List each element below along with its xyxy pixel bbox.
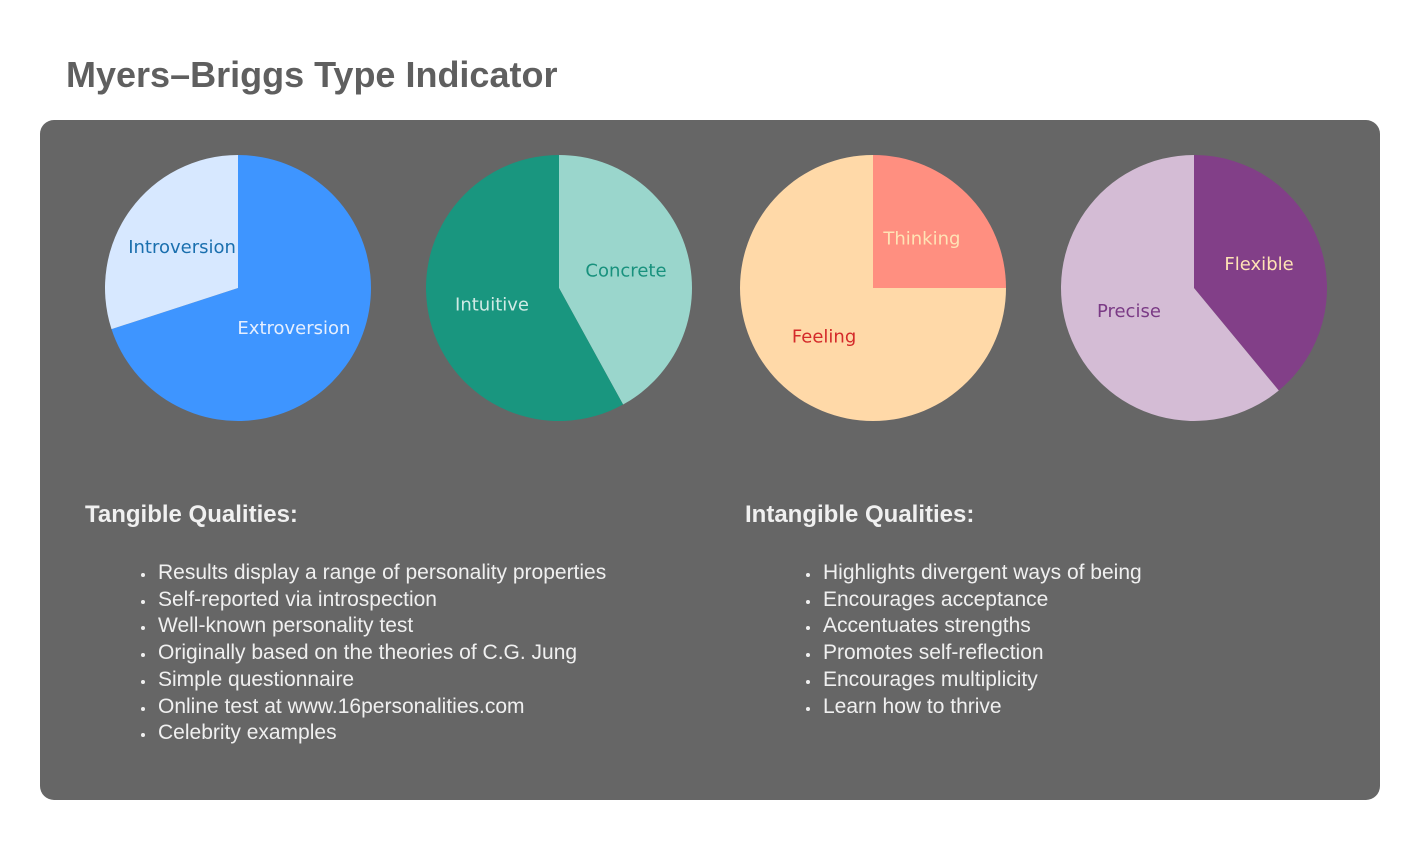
pie-chart-flexible-precise: Flexible Precise [1056, 150, 1332, 426]
list-item: Self-reported via introspection [156, 587, 606, 614]
list-item: Highlights divergent ways of being [821, 560, 1142, 587]
pie-chart-thinking-feeling: Thinking Feeling [735, 150, 1011, 426]
pie-label-flexible: Flexible [1224, 254, 1293, 275]
pie-slice-concrete [559, 155, 692, 405]
pie-slice-intuitive [426, 155, 624, 421]
list-item: Learn how to thrive [821, 694, 1142, 721]
pie-slice-flexible [1194, 155, 1327, 391]
list-item: Accentuates strengths [821, 613, 1142, 640]
pie-slice-thinking [873, 155, 1006, 288]
pie-slice-extroversion [111, 155, 371, 421]
pie-slice-feeling [740, 155, 1006, 421]
list-item: Well-known personality test [156, 613, 606, 640]
pie-label-precise: Precise [1097, 301, 1161, 322]
pie-svg: Flexible Precise [1061, 155, 1327, 421]
list-item: Online test at www.16personalities.com [156, 694, 606, 721]
list-item: Results display a range of personality p… [156, 560, 606, 587]
pie-label-concrete: Concrete [585, 260, 666, 281]
intangible-heading: Intangible Qualities: [745, 501, 975, 528]
pie-slice-introversion [104, 155, 238, 330]
pie-chart-extroversion-introversion: Extroversion Introversion [100, 150, 376, 426]
list-item: Promotes self-reflection [821, 640, 1142, 667]
pie-slice-precise [1061, 155, 1279, 421]
tangible-list: Results display a range of personality p… [134, 560, 606, 747]
list-item: Celebrity examples [156, 720, 606, 747]
intangible-list: Highlights divergent ways of beingEncour… [799, 560, 1142, 720]
pie-label-feeling: Feeling [792, 326, 856, 347]
pie-label-extroversion: Extroversion [237, 318, 350, 339]
pie-svg: Thinking Feeling [740, 155, 1006, 421]
pie-svg: Extroversion Introversion [104, 155, 371, 421]
content-panel: Extroversion Introversion Concrete Intuiti… [40, 120, 1380, 800]
list-item: Simple questionnaire [156, 667, 606, 694]
pie-chart-concrete-intuitive: Concrete Intuitive [421, 150, 697, 426]
list-item: Originally based on the theories of C.G.… [156, 640, 606, 667]
tangible-heading: Tangible Qualities: [85, 501, 298, 528]
list-item: Encourages acceptance [821, 587, 1142, 614]
pie-label-introversion: Introversion [128, 237, 236, 258]
page-title: Myers–Briggs Type Indicator [66, 54, 558, 95]
pie-svg: Concrete Intuitive [426, 155, 692, 421]
list-item: Encourages multiplicity [821, 667, 1142, 694]
pie-label-intuitive: Intuitive [455, 295, 529, 316]
pie-label-thinking: Thinking [882, 229, 960, 250]
